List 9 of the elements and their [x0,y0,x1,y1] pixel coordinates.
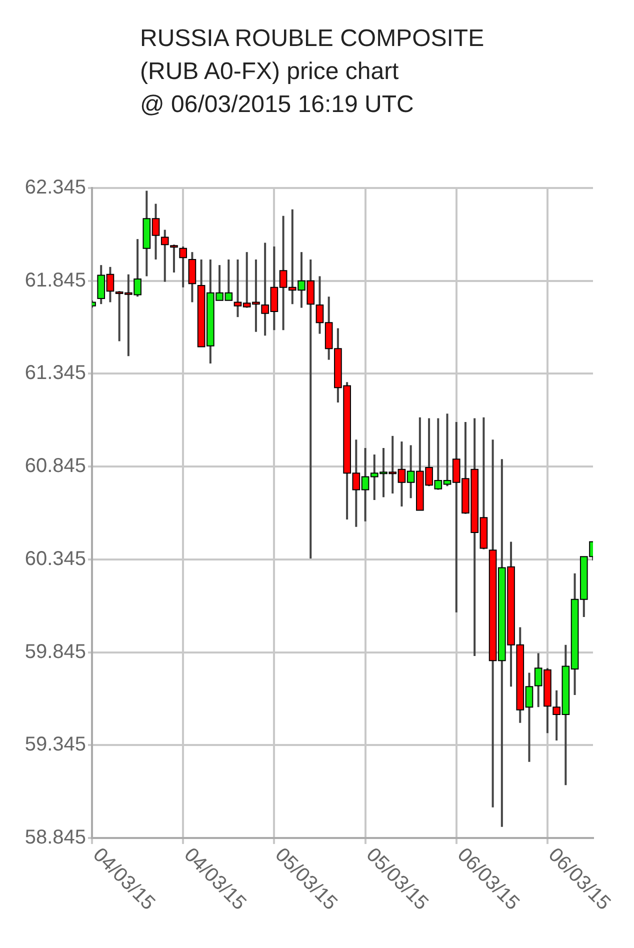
y-tick-label: 61.345 [24,362,86,384]
y-tick-label: 58.845 [24,826,86,849]
y-tick-label: 59.345 [24,734,86,756]
y-tick-label: 62.345 [24,176,86,199]
y-tick-label: 59.845 [24,640,86,663]
chart-title: RUSSIA ROUBLE COMPOSITE (RUB A0-FX) price chart @ 06/03/2015 16:19 UTC [140,24,484,120]
y-tick-label: 60.845 [24,455,86,478]
y-tick-label: 61.845 [24,269,86,292]
y-tick-label: 60.345 [24,548,86,570]
